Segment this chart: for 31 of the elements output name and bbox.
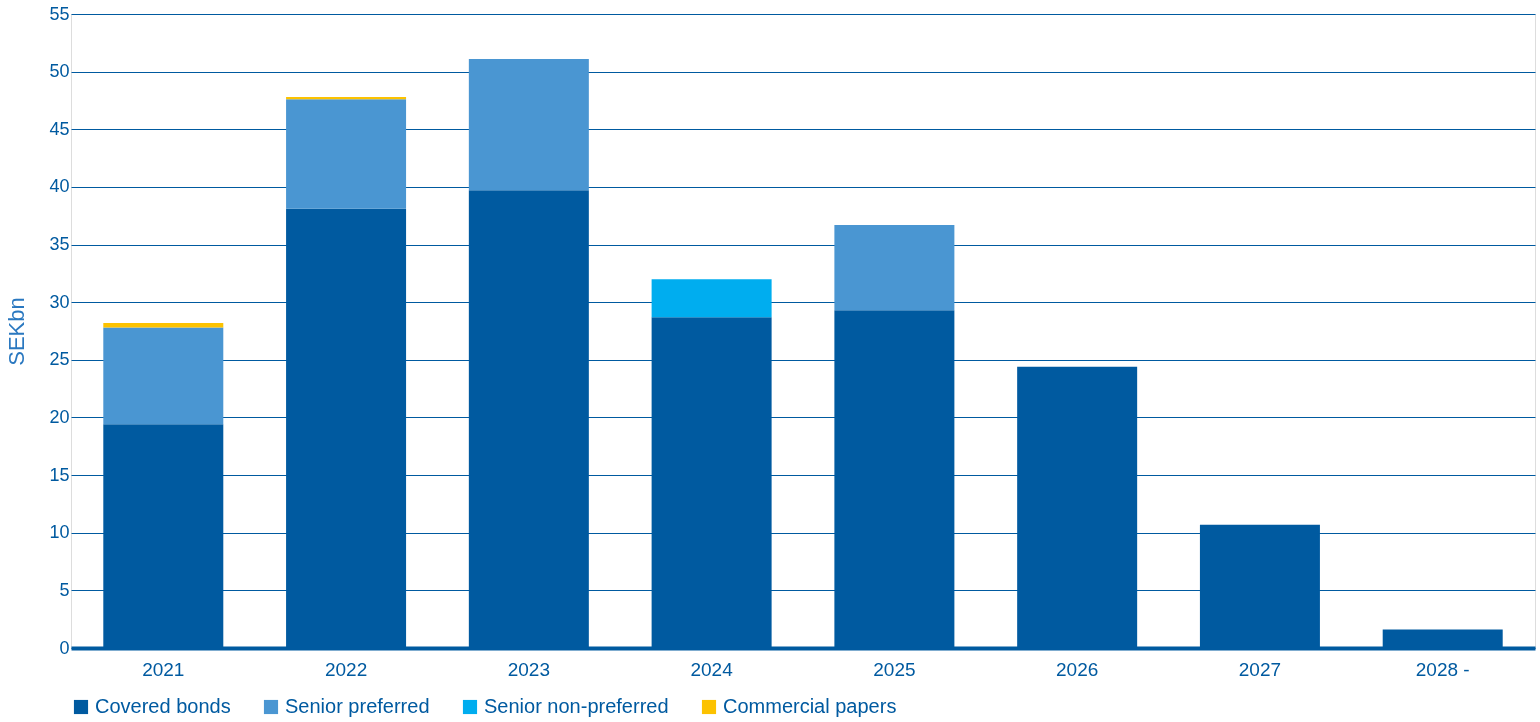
- bar: [286, 99, 407, 209]
- x-tick-label: 2023: [507, 658, 550, 680]
- x-tick-label: 2024: [690, 658, 734, 680]
- x-tick-label: 2028 -: [1415, 658, 1470, 680]
- bar: [468, 58, 589, 191]
- y-tick-label: 20: [49, 406, 70, 427]
- x-tick-label: 2021: [142, 658, 185, 680]
- y-tick-label: 5: [59, 579, 70, 600]
- legend-label: Senior non-preferred: [484, 695, 669, 717]
- x-tick-label: 2025: [873, 658, 916, 680]
- y-tick-label: 10: [49, 522, 70, 543]
- bar: [651, 279, 772, 318]
- x-tick-label: 2022: [324, 658, 368, 680]
- y-tick-label: 35: [49, 234, 70, 255]
- y-tick-label: 40: [49, 176, 70, 197]
- legend-label: Commercial papers: [723, 695, 897, 717]
- y-tick-label: 30: [49, 291, 70, 312]
- y-tick-label: 25: [49, 349, 70, 370]
- y-tick-label: 15: [49, 464, 70, 485]
- y-tick-label: 45: [49, 118, 70, 139]
- y-tick-label: 0: [59, 637, 70, 658]
- x-tick-label: 2026: [1056, 658, 1099, 680]
- bar: [834, 224, 955, 311]
- bar: [103, 327, 224, 425]
- y-tick-label: 50: [49, 61, 70, 82]
- legend-label: Covered bonds: [95, 695, 231, 717]
- legend-label: Senior preferred: [285, 695, 430, 717]
- x-tick-label: 2027: [1238, 658, 1282, 680]
- bar: [103, 322, 224, 328]
- y-tick-label: 55: [49, 3, 70, 24]
- y-axis-title: SEKbn: [4, 297, 30, 366]
